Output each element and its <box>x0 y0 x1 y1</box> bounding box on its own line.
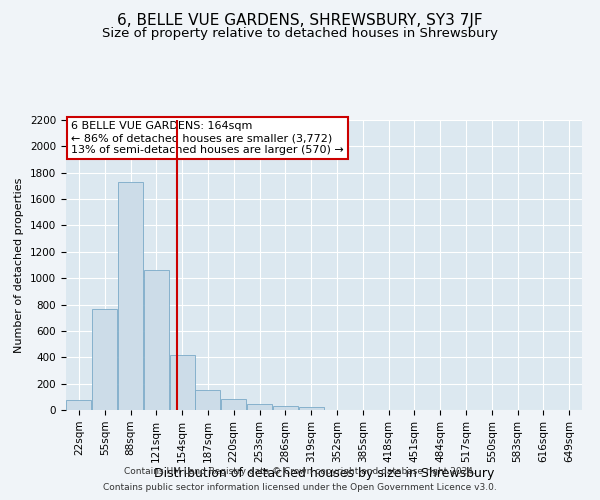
Bar <box>247 404 272 410</box>
Bar <box>92 308 117 410</box>
X-axis label: Distribution of detached houses by size in Shrewsbury: Distribution of detached houses by size … <box>154 468 494 480</box>
Text: 6 BELLE VUE GARDENS: 164sqm
← 86% of detached houses are smaller (3,772)
13% of : 6 BELLE VUE GARDENS: 164sqm ← 86% of det… <box>71 122 344 154</box>
Bar <box>170 354 194 410</box>
Bar <box>273 406 298 410</box>
Text: 6, BELLE VUE GARDENS, SHREWSBURY, SY3 7JF: 6, BELLE VUE GARDENS, SHREWSBURY, SY3 7J… <box>117 12 483 28</box>
Bar <box>118 182 143 410</box>
Bar <box>221 400 246 410</box>
Y-axis label: Number of detached properties: Number of detached properties <box>14 178 25 352</box>
Bar <box>144 270 169 410</box>
Bar <box>196 390 220 410</box>
Text: Contains public sector information licensed under the Open Government Licence v3: Contains public sector information licen… <box>103 483 497 492</box>
Bar <box>67 400 91 410</box>
Text: Contains HM Land Registry data © Crown copyright and database right 2024.: Contains HM Land Registry data © Crown c… <box>124 467 476 476</box>
Bar <box>299 408 323 410</box>
Text: Size of property relative to detached houses in Shrewsbury: Size of property relative to detached ho… <box>102 28 498 40</box>
